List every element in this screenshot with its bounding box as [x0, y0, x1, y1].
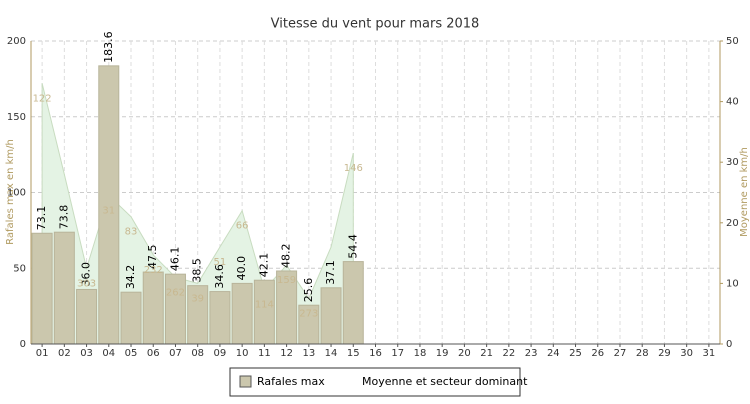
direction-label: 39 [191, 293, 204, 304]
y2-tick-label: 10 [726, 278, 739, 289]
bar-label: 48.2 [280, 243, 293, 268]
bar [231, 282, 253, 345]
legend-label: Moyenne et secteur dominant [362, 375, 528, 388]
direction-label: 232 [144, 265, 163, 276]
bar-label: 34.2 [124, 265, 137, 290]
x-tick-label: 17 [391, 348, 404, 359]
bar-label: 38.5 [191, 258, 204, 283]
bar-label: 46.1 [168, 247, 181, 272]
bar [209, 291, 231, 345]
y2-tick-label: 50 [726, 36, 739, 47]
x-tick-label: 02 [58, 348, 71, 359]
y2-axis-label: Moyenne en km/h [739, 147, 750, 237]
y-tick-label: 0 [20, 339, 26, 350]
direction-label: 303 [77, 278, 96, 289]
direction-label: 122 [33, 93, 52, 104]
x-tick-label: 13 [302, 348, 315, 359]
bar [53, 231, 75, 345]
x-tick-label: 12 [280, 348, 293, 359]
direction-label: 66 [236, 221, 249, 232]
direction-label: 146 [344, 163, 363, 174]
x-tick-label: 23 [525, 348, 538, 359]
x-tick-label: 19 [436, 348, 449, 359]
bar [120, 291, 142, 345]
x-tick-label: 26 [591, 348, 604, 359]
x-tick-label: 29 [658, 348, 671, 359]
x-tick-label: 20 [458, 348, 471, 359]
bar-label: 42.1 [257, 253, 270, 278]
x-tick-label: 27 [614, 348, 627, 359]
x-tick-label: 24 [547, 348, 560, 359]
y-axis-label: Rafales max en km/h [5, 139, 16, 245]
bar [342, 261, 364, 345]
bar [31, 232, 53, 345]
x-tick-label: 16 [369, 348, 382, 359]
x-tick-label: 10 [236, 348, 249, 359]
y-tick-label: 200 [7, 36, 26, 47]
y-tick-label: 100 [7, 188, 26, 199]
direction-label: 273 [299, 309, 318, 320]
x-tick-label: 04 [102, 348, 115, 359]
bar-label: 25.6 [302, 278, 315, 303]
x-tick-label: 08 [191, 348, 204, 359]
area [41, 83, 354, 345]
x-tick-label: 09 [214, 348, 227, 359]
bar-label: 36.0 [80, 262, 93, 287]
y2-tick-label: 40 [726, 97, 739, 108]
x-tick-label: 28 [636, 348, 649, 359]
x-tick-label: 21 [480, 348, 493, 359]
bar-label: 37.1 [324, 260, 337, 285]
x-tick-label: 11 [258, 348, 271, 359]
y2-tick-label: 0 [726, 339, 732, 350]
bar [76, 288, 98, 345]
x-tick-label: 30 [680, 348, 693, 359]
legend-swatch [239, 375, 252, 388]
x-tick-label: 07 [169, 348, 182, 359]
x-tick-label: 31 [703, 348, 716, 359]
bar-label: 73.1 [35, 206, 48, 231]
legend-box [229, 367, 521, 397]
x-tick-label: 06 [147, 348, 160, 359]
direction-label: 262 [166, 287, 185, 298]
y-tick-label: 50 [13, 263, 26, 274]
x-tick-label: 18 [414, 348, 427, 359]
direction-label: 159 [277, 275, 296, 286]
direction-label: 83 [125, 227, 138, 238]
bar-label: 34.6 [213, 264, 226, 289]
bar-label: 40.0 [235, 256, 248, 281]
bar [320, 287, 342, 345]
x-tick-label: 05 [125, 348, 138, 359]
legend-label: Rafales max [257, 375, 325, 388]
bar-label: 47.5 [146, 245, 159, 270]
y-tick-label: 150 [7, 112, 26, 123]
direction-label: 51 [214, 257, 227, 268]
bar-label: 73.8 [57, 205, 70, 230]
direction-label: 114 [255, 299, 274, 310]
x-tick-label: 22 [502, 348, 515, 359]
bar-label: 183.6 [102, 31, 115, 63]
y2-tick-label: 20 [726, 218, 739, 229]
bar-label: 54.4 [346, 234, 359, 259]
x-tick-label: 15 [347, 348, 360, 359]
x-tick-label: 14 [325, 348, 338, 359]
x-tick-label: 01 [36, 348, 49, 359]
direction-label: 31 [102, 206, 115, 217]
bar [253, 279, 275, 345]
x-tick-label: 25 [569, 348, 582, 359]
x-tick-label: 03 [80, 348, 93, 359]
bar [164, 273, 186, 345]
bar [142, 271, 164, 345]
y2-tick-label: 30 [726, 157, 739, 168]
chart-title: Vitesse du vent pour mars 2018 [271, 17, 480, 32]
